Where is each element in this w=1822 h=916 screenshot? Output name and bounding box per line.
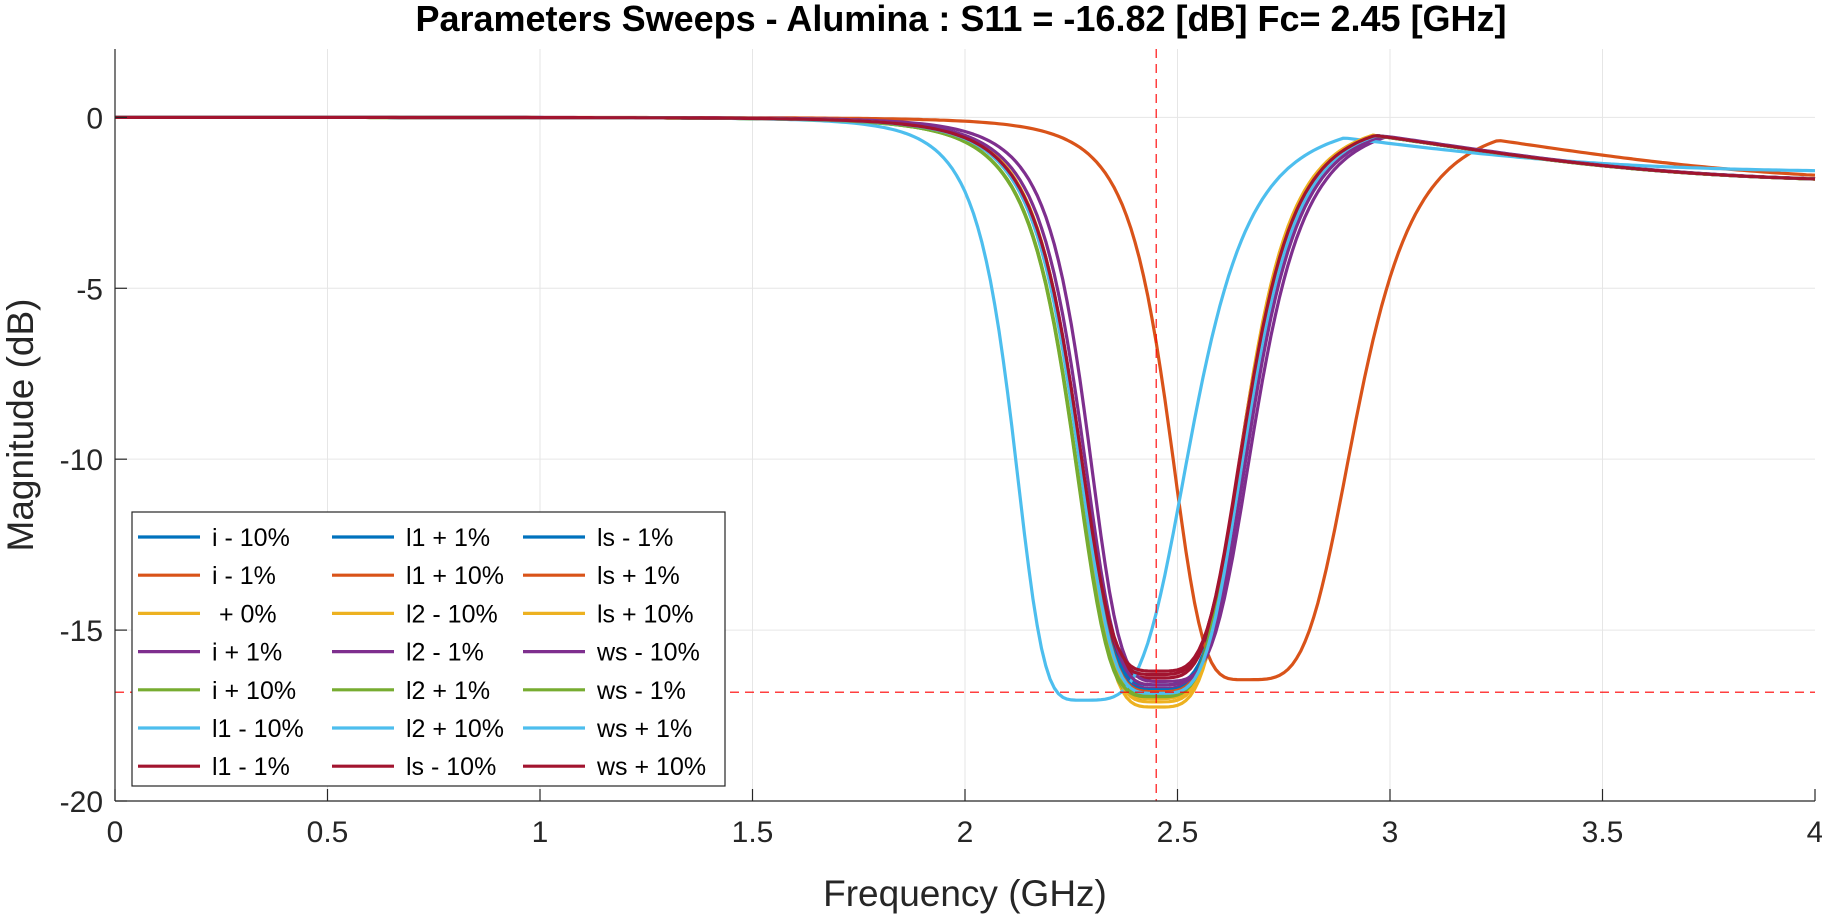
series-lines xyxy=(115,115,1816,709)
legend-label: l1 - 1% xyxy=(212,753,290,781)
legend-label: i - 10% xyxy=(212,524,290,552)
legend-label: i + 1% xyxy=(212,639,282,667)
reference-lines xyxy=(115,49,1815,801)
x-tick-label: 2 xyxy=(957,816,974,849)
y-tick-label: -15 xyxy=(60,615,103,648)
legend: i - 10% i - 1% + 0% i + 1% i + 10% l1 - 10% l… xyxy=(131,511,726,787)
chart-title: Parameters Sweeps - Alumina : S11 = -16.… xyxy=(415,0,1506,39)
y-tick-label: -10 xyxy=(60,444,103,477)
series-line xyxy=(115,115,1816,673)
y-tick-labels: 0 -5 -10 -15 -20 xyxy=(60,102,103,819)
legend-label: i + 10% xyxy=(212,677,296,705)
x-tick-label: 0.5 xyxy=(307,816,349,849)
legend-label: ls - 10% xyxy=(406,753,496,781)
legend-label: l1 + 1% xyxy=(406,524,490,552)
x-tick-labels: 0 0.5 1 1.5 2 2.5 3 3.5 4 xyxy=(107,816,1822,849)
y-tick-label: 0 xyxy=(86,102,103,135)
x-axis-label: Frequency (GHz) xyxy=(823,873,1107,914)
legend-label: l2 - 10% xyxy=(406,600,498,628)
x-tick-label: 3.5 xyxy=(1582,816,1624,849)
y-axis-label: Magnitude (dB) xyxy=(0,299,41,552)
x-tick-label: 1.5 xyxy=(732,816,774,849)
legend-label: ls + 1% xyxy=(597,562,680,590)
y-tick-label: -5 xyxy=(76,273,103,306)
legend-label: l2 - 1% xyxy=(406,639,484,667)
legend-label: ws - 1% xyxy=(596,677,686,705)
x-tick-label: 3 xyxy=(1382,816,1399,849)
legend-box xyxy=(131,511,726,787)
legend-label: l1 + 10% xyxy=(406,562,504,590)
axes xyxy=(114,49,1816,802)
x-tick-label: 4 xyxy=(1807,816,1822,849)
legend-label: ws + 1% xyxy=(596,715,692,743)
legend-label: ls + 10% xyxy=(597,600,694,628)
legend-label: l2 + 1% xyxy=(406,677,490,705)
legend-label: l1 - 10% xyxy=(212,715,304,743)
legend-label: + 0% xyxy=(212,600,277,628)
y-tick-label: -20 xyxy=(60,786,103,819)
legend-label: i - 1% xyxy=(212,562,276,590)
x-tick-label: 2.5 xyxy=(1157,816,1199,849)
x-tick-label: 0 xyxy=(107,816,124,849)
legend-label: ls - 1% xyxy=(597,524,673,552)
legend-label: l2 + 10% xyxy=(406,715,504,743)
legend-label: ws - 10% xyxy=(596,639,700,667)
x-tick-label: 1 xyxy=(532,816,549,849)
legend-label: ws + 10% xyxy=(596,753,706,781)
